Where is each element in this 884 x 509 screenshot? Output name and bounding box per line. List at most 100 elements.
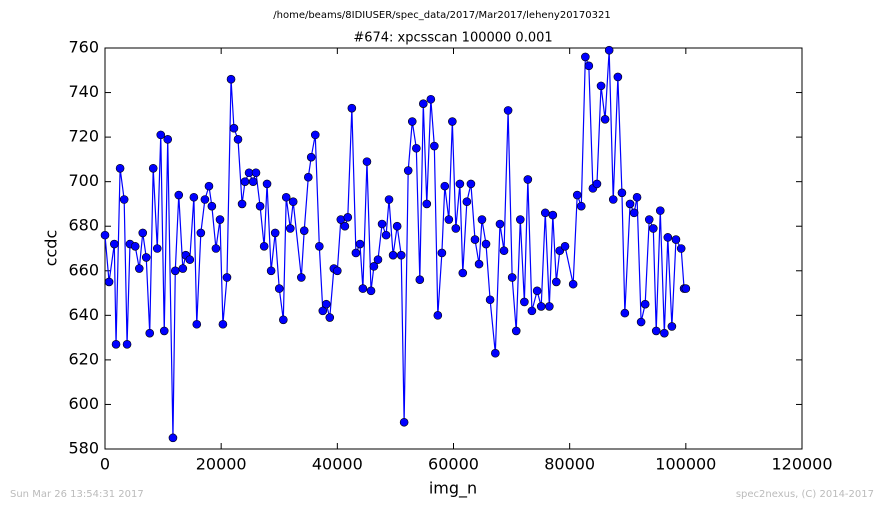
data-point [111,339,121,349]
data-point [466,179,476,189]
data-point [477,215,487,224]
data-point [274,284,284,293]
data-point [515,215,525,224]
data-point [418,99,428,108]
data-point [303,172,313,182]
data-point [604,45,614,55]
data-point [122,339,132,349]
data-point [255,201,265,211]
data-point [159,326,169,336]
data-point [200,195,210,204]
data-point [576,201,586,211]
data-point [636,317,646,327]
data-point [523,175,533,184]
data-point [617,188,627,198]
data-point [248,177,258,186]
data-point [520,297,529,307]
data-point [134,264,144,273]
data-point [448,117,457,126]
data-point [355,239,365,249]
data-point [608,195,618,204]
data-point [440,181,450,191]
data-point [503,106,513,115]
data-point [470,235,480,244]
data-point [119,195,129,204]
data-point [233,135,243,144]
data-point [145,328,155,338]
data-point [358,284,368,293]
y-tick-label: 600 [68,394,99,413]
data-point [625,199,635,209]
data-point [288,197,298,207]
data-point [412,143,421,153]
data-point [229,123,239,133]
x-tick-label: 80000 [544,455,595,474]
data-point [174,190,184,200]
y-tick-label: 660 [68,260,99,279]
data-point [507,273,517,282]
data-point [130,241,140,251]
data-point [422,199,432,209]
y-tick-label: 680 [68,216,99,235]
data-point [399,417,409,427]
data-point [347,103,357,113]
data-point [388,250,398,260]
data-point [455,179,465,189]
data-point [532,286,542,296]
data-point [240,177,250,186]
data-point [196,228,206,238]
data-point [310,130,320,140]
chart-subtitle: #674: xpcsscan 100000 0.001 [353,31,552,46]
data-point [540,208,550,218]
data-point [185,255,195,264]
data-point [377,219,387,229]
data-point [462,197,472,207]
data-point [318,306,328,316]
x-axis-label: img_n [429,479,477,499]
data-point [403,166,413,175]
data-point [189,192,199,202]
data-point [168,433,178,443]
data-point [152,244,162,253]
data-point [392,221,402,231]
data-point [444,215,454,224]
data-point [560,241,570,251]
data-point [192,319,202,329]
data-point [333,266,342,276]
footer-timestamp: Sun Mar 26 13:54:31 2017 [10,489,144,500]
data-point [204,181,214,191]
data-point [629,208,639,218]
data-point [251,168,261,178]
footer-credit: spec2nexus, (C) 2014-2017 [736,489,874,500]
data-point [536,302,546,311]
data-point [237,199,247,209]
data-point [156,130,166,140]
data-point [548,210,558,220]
data-point [366,286,376,296]
data-point [362,157,372,166]
data-point [384,195,394,204]
y-tick-label: 620 [68,349,99,368]
data-point [321,299,331,309]
data-point [115,164,125,173]
data-point [568,279,578,289]
y-tick-label: 720 [68,127,99,146]
data-point [138,228,148,238]
y-axis-label: ccdc [42,230,61,267]
data-point [262,179,272,189]
data-point [373,255,383,264]
data-point [499,246,509,256]
data-point [297,273,306,282]
data-point [552,277,561,287]
data-point [660,328,669,338]
y-tick-label: 640 [68,305,99,324]
data-point [170,266,180,276]
data-point [437,248,447,258]
x-tick-label: 120000 [771,455,832,474]
data-point [381,230,391,240]
data-point [572,190,582,200]
y-tick-label: 760 [68,38,99,57]
data-point [415,275,425,284]
x-tick-label: 20000 [196,455,247,474]
data-point [325,313,335,322]
